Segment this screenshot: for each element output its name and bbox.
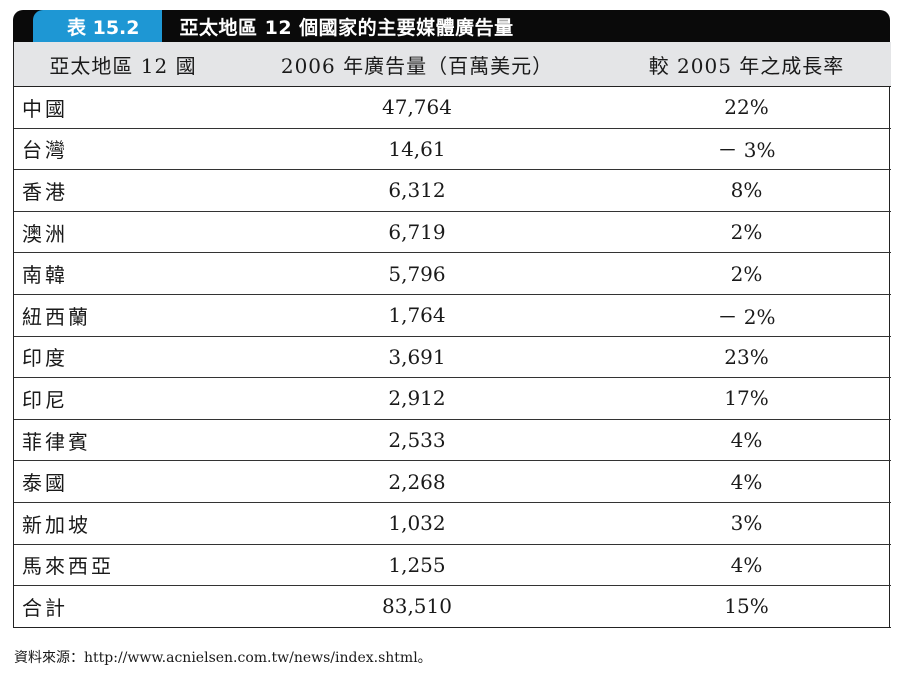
table-row: 紐西蘭 1,764 － 2% <box>14 294 891 337</box>
region-cell: 中國 <box>14 86 232 129</box>
growth-cell: 4% <box>602 544 891 587</box>
region-cell: 紐西蘭 <box>14 294 232 337</box>
table-row: 印度 3,691 23% <box>14 336 891 379</box>
region-cell: 南韓 <box>14 252 232 295</box>
table-row: 泰國 2,268 4% <box>14 460 891 503</box>
ad-volume-cell: 5,796 <box>232 252 602 295</box>
table-row: 新加坡 1,032 3% <box>14 502 891 545</box>
table-frame: 亞太地區 12 國 2006 年廣告量（百萬美元） 較 2005 年之成長率 中… <box>13 42 891 628</box>
table-row: 香港 6,312 8% <box>14 169 891 212</box>
ad-volume-cell: 47,764 <box>232 86 602 129</box>
region-cell: 合計 <box>14 585 232 628</box>
growth-cell: 22% <box>602 86 891 129</box>
growth-cell: 2% <box>602 211 891 254</box>
ad-volume-cell: 2,268 <box>232 460 602 503</box>
region-cell: 澳洲 <box>14 211 232 254</box>
region-cell: 新加坡 <box>14 502 232 545</box>
region-cell: 泰國 <box>14 460 232 503</box>
ad-volume-cell: 1,032 <box>232 502 602 545</box>
region-cell: 馬來西亞 <box>14 544 232 587</box>
region-cell: 香港 <box>14 169 232 212</box>
region-cell: 印尼 <box>14 377 232 420</box>
ad-volume-cell: 2,912 <box>232 377 602 420</box>
table-row: 菲律賓 2,533 4% <box>14 419 891 462</box>
ad-volume-cell: 14,61 <box>232 128 602 171</box>
header-growth: 較 2005 年之成長率 <box>602 42 891 87</box>
growth-cell: 4% <box>602 460 891 503</box>
growth-cell: － 3% <box>602 128 891 171</box>
table-row: 南韓 5,796 2% <box>14 252 891 295</box>
region-cell: 印度 <box>14 336 232 379</box>
ad-volume-cell: 83,510 <box>232 585 602 628</box>
growth-cell: 2% <box>602 252 891 295</box>
ad-volume-cell: 1,764 <box>232 294 602 337</box>
table-row: 中國 47,764 22% <box>14 86 891 129</box>
growth-cell: 17% <box>602 377 891 420</box>
table-title: 亞太地區 12 個國家的主要媒體廣告量 <box>179 16 514 39</box>
growth-cell: － 2% <box>602 294 891 337</box>
table-total-row: 合計 83,510 15% <box>14 585 891 628</box>
region-cell: 菲律賓 <box>14 419 232 462</box>
growth-cell: 15% <box>602 585 891 628</box>
source-note: 資料來源：http://www.acnielsen.com.tw/news/in… <box>14 650 432 666</box>
table-row: 印尼 2,912 17% <box>14 377 891 420</box>
table-body: 中國 47,764 22% 台灣 14,61 － 3% 香港 6,312 8% … <box>14 86 891 628</box>
table-number-label: 表 15.2 <box>33 10 162 42</box>
growth-cell: 8% <box>602 169 891 212</box>
data-table-container: 表 15.2 亞太地區 12 個國家的主要媒體廣告量 亞太地區 12 國 200… <box>13 10 891 628</box>
ad-volume-cell: 6,312 <box>232 169 602 212</box>
growth-cell: 23% <box>602 336 891 379</box>
header-region: 亞太地區 12 國 <box>14 42 232 87</box>
table-title-bar: 表 15.2 亞太地區 12 個國家的主要媒體廣告量 <box>13 10 890 42</box>
table-row: 台灣 14,61 － 3% <box>14 128 891 171</box>
ad-volume-cell: 3,691 <box>232 336 602 379</box>
table-header-row: 亞太地區 12 國 2006 年廣告量（百萬美元） 較 2005 年之成長率 <box>14 42 891 87</box>
header-ad-volume: 2006 年廣告量（百萬美元） <box>232 42 602 87</box>
growth-cell: 4% <box>602 419 891 462</box>
ad-volume-cell: 1,255 <box>232 544 602 587</box>
ad-volume-table: 亞太地區 12 國 2006 年廣告量（百萬美元） 較 2005 年之成長率 中… <box>14 42 891 628</box>
table-row: 澳洲 6,719 2% <box>14 211 891 254</box>
ad-volume-cell: 2,533 <box>232 419 602 462</box>
region-cell: 台灣 <box>14 128 232 171</box>
table-row: 馬來西亞 1,255 4% <box>14 544 891 587</box>
ad-volume-cell: 6,719 <box>232 211 602 254</box>
growth-cell: 3% <box>602 502 891 545</box>
